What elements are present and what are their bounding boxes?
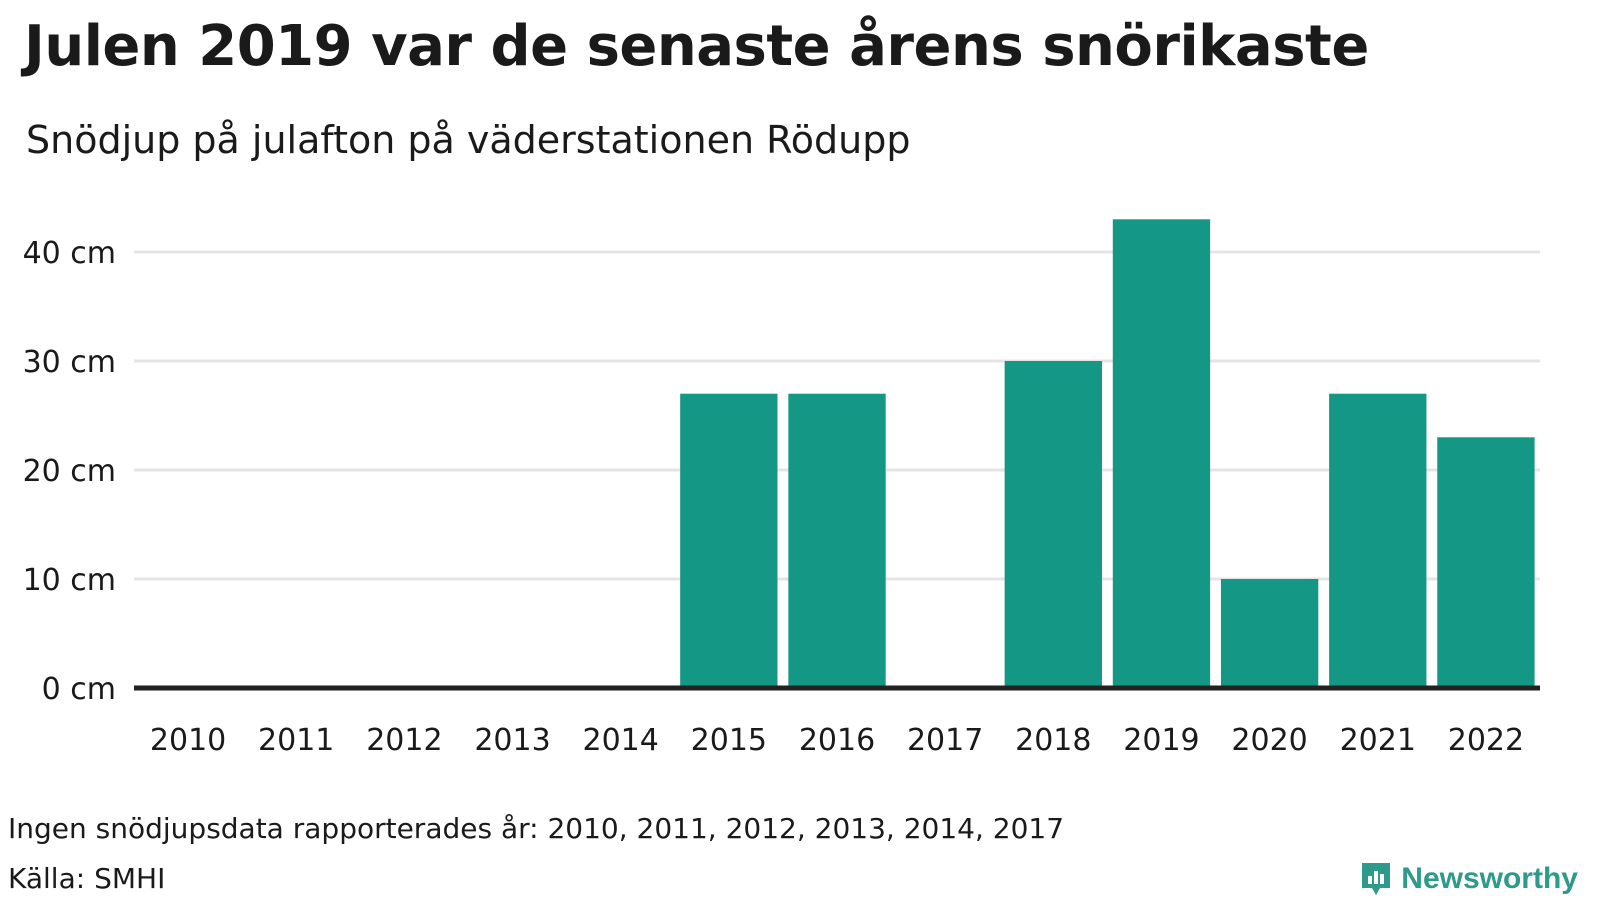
x-tick-label: 2013 (474, 723, 550, 758)
brand-name: Newsworthy (1401, 862, 1578, 895)
x-tick-label: 2010 (150, 723, 226, 758)
y-tick-label: 40 cm (23, 236, 116, 271)
bar-2015 (680, 393, 778, 688)
y-axis-labels: 0 cm 10 cm 20 cm 30 cm 40 cm (23, 236, 116, 707)
x-tick-label: 2015 (691, 723, 767, 758)
y-tick-label: 10 cm (23, 563, 116, 598)
y-tick-label: 0 cm (42, 672, 116, 707)
x-tick-label: 2017 (907, 723, 983, 758)
bar-2018 (1004, 361, 1102, 688)
x-tick-label: 2012 (366, 723, 442, 758)
x-tick-label: 2011 (258, 723, 334, 758)
y-tick-label: 30 cm (23, 345, 116, 380)
chart-subtitle: Snödjup på julafton på väderstationen Rö… (26, 118, 911, 162)
bar-chart-logo-icon (1362, 863, 1391, 895)
x-tick-label: 2022 (1448, 723, 1524, 758)
x-tick-label: 2018 (1015, 723, 1091, 758)
bars (134, 219, 1540, 691)
brand-logo: Newsworthy (1359, 860, 1578, 898)
bar-2020 (1220, 579, 1319, 688)
x-tick-label: 2016 (799, 723, 875, 758)
missing-data-note: Ingen snödjupsdata rapporterades år: 201… (8, 812, 1065, 845)
x-tick-label: 2014 (583, 723, 659, 758)
bar-2019 (1112, 219, 1211, 689)
bar-2021 (1329, 393, 1427, 688)
y-tick-label: 20 cm (23, 454, 116, 489)
x-tick-label: 2019 (1123, 723, 1199, 758)
x-tick-label: 2020 (1231, 723, 1307, 758)
chart-title: Julen 2019 var de senaste årens snörikas… (24, 14, 1369, 79)
source-note: Källa: SMHI (8, 862, 166, 895)
x-tick-label: 2021 (1340, 723, 1416, 758)
bar-2022 (1437, 437, 1535, 688)
x-axis-labels: 2010 2011 2012 2013 2014 2015 2016 2017 2018 2019… (150, 723, 1524, 758)
bar-2016 (788, 393, 886, 688)
